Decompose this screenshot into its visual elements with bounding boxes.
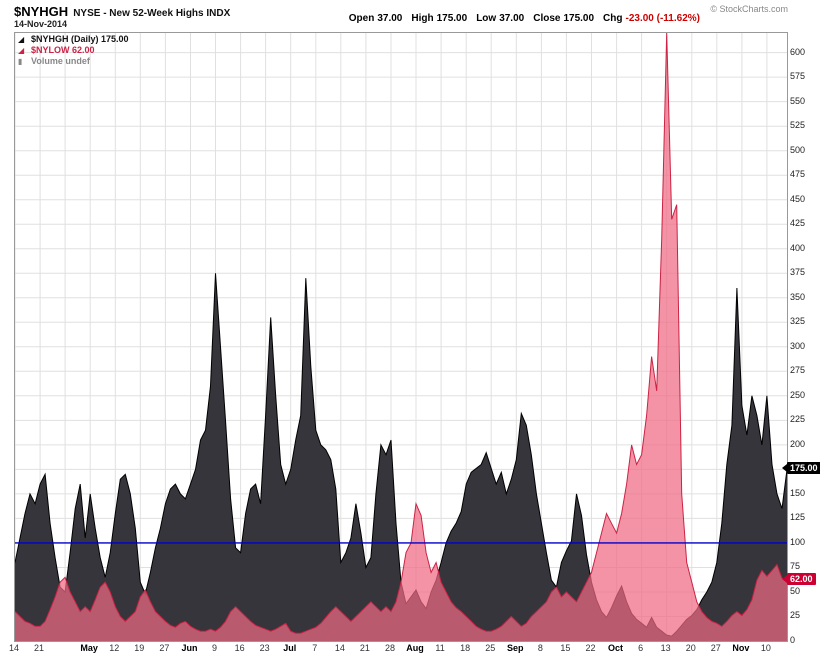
- volume-bars-icon: ▮: [18, 57, 23, 66]
- legend-item: ◢ $NYHGH (Daily) 175.00: [18, 34, 129, 45]
- x-axis-tick-label: 27: [710, 643, 721, 653]
- legend-item: ▮ Volume undef: [18, 56, 129, 67]
- badge-arrow-icon: [782, 575, 787, 584]
- quote-label: Close: [533, 13, 561, 24]
- x-axis-tick-label: 18: [460, 643, 471, 653]
- x-axis-tick-label: 19: [134, 643, 145, 653]
- quote-value: 37.00: [377, 13, 403, 24]
- x-axis-tick-label: 14: [334, 643, 345, 653]
- x-axis-tick-label: 7: [312, 643, 318, 653]
- x-axis-tick-label: Jun: [181, 643, 198, 653]
- last-value-badge: 62.00: [782, 573, 816, 586]
- x-axis-tick-label: 8: [537, 643, 543, 653]
- x-axis-tick-label: 15: [560, 643, 571, 653]
- symbol: $NYHGH: [14, 4, 69, 19]
- header: $NYHGH NYSE - New 52-Week Highs INDX: [14, 3, 230, 21]
- x-axis-tick-label: May: [80, 643, 98, 653]
- legend: ◢ $NYHGH (Daily) 175.00 ◢ $NYLOW 62.00 ▮ Volu…: [18, 34, 129, 67]
- y-axis-tick-label: 0: [790, 635, 796, 645]
- y-axis-tick-label: 275: [790, 365, 806, 376]
- quote-label: High: [411, 13, 434, 24]
- legend-item: ◢ $NYLOW 62.00: [18, 45, 129, 56]
- x-axis-tick-label: 13: [660, 643, 671, 653]
- badge-arrow-icon: [782, 464, 787, 473]
- y-axis-tick-label: 425: [790, 218, 806, 229]
- quote-label: Low: [476, 13, 497, 24]
- quote-value: 175.00: [563, 13, 595, 24]
- x-axis-tick-label: 22: [585, 643, 596, 653]
- x-axis-tick-label: Nov: [732, 643, 750, 653]
- y-axis-tick-label: 325: [790, 316, 806, 327]
- y-axis-tick-label: 225: [790, 414, 806, 425]
- x-axis-tick-label: Aug: [406, 643, 424, 653]
- x-axis-tick-label: 9: [212, 643, 218, 653]
- quote-bar: Open 37.00 High 175.00 Low 37.00 Close 175.00 Ch…: [349, 13, 700, 24]
- quote-value: 37.00: [499, 13, 525, 24]
- x-axis-tick-label: 6: [638, 643, 644, 653]
- y-axis-tick-label: 525: [790, 120, 806, 131]
- x-axis-tick-label: Jul: [283, 643, 297, 653]
- y-axis-tick-label: 150: [790, 487, 806, 498]
- x-axis-tick-label: 25: [485, 643, 496, 653]
- x-axis-tick-label: 23: [259, 643, 270, 653]
- y-axis-tick-label: 350: [790, 291, 806, 302]
- x-axis-tick-label: 14: [8, 643, 19, 653]
- area-chart-icon: ◢: [18, 35, 25, 44]
- y-axis-tick-label: 125: [790, 512, 806, 523]
- copyright: © StockCharts.com: [710, 4, 788, 14]
- y-axis-tick-label: 600: [790, 46, 806, 57]
- x-axis-tick-label: Sep: [507, 643, 524, 653]
- x-axis-tick-label: 20: [685, 643, 696, 653]
- x-axis-tick-label: 21: [34, 643, 45, 653]
- x-axis-tick-label: 11: [435, 643, 445, 653]
- quote-value: -23.00 (-11.62%): [625, 13, 701, 24]
- x-axis-tick-label: 21: [359, 643, 370, 653]
- x-axis-tick-label: 16: [234, 643, 245, 653]
- x-axis-tick-label: 12: [109, 643, 120, 653]
- plot-area[interactable]: ◢ $NYHGH (Daily) 175.00 ◢ $NYLOW 62.00 ▮ Volu…: [14, 32, 788, 642]
- y-axis-tick-label: 75: [790, 561, 801, 572]
- y-axis-tick-label: 450: [790, 193, 806, 204]
- x-axis-tick-label: 27: [159, 643, 170, 653]
- legend-label: $NYLOW 62.00: [31, 45, 95, 55]
- y-axis: 0255075100125150175200225250275300325350…: [790, 32, 820, 645]
- y-axis-tick-label: 200: [790, 438, 806, 449]
- y-axis-tick-label: 500: [790, 144, 806, 155]
- y-axis-tick-label: 575: [790, 71, 806, 82]
- x-axis: 14 21 May 12 19 27 Jun 9 16 23 Jul 7 14 21 28 Aug 11 18 25…: [9, 643, 804, 657]
- y-axis-tick-label: 250: [790, 389, 806, 400]
- y-axis-tick-label: 300: [790, 340, 806, 351]
- quote-label: Chg: [603, 13, 623, 24]
- y-axis-tick-label: 400: [790, 242, 806, 253]
- price-chart: [15, 33, 787, 641]
- legend-label: $NYHGH (Daily) 175.00: [31, 34, 129, 44]
- quote-label: Open: [348, 13, 375, 24]
- symbol-description: NYSE - New 52-Week Highs INDX: [73, 8, 231, 19]
- y-axis-tick-label: 50: [790, 585, 801, 596]
- last-value-badge: 175.00: [782, 462, 820, 475]
- area-chart-icon: ◢: [18, 46, 25, 55]
- y-axis-tick-label: 475: [790, 169, 806, 180]
- quote-value: 175.00: [436, 13, 468, 24]
- y-axis-tick-label: 100: [790, 536, 806, 547]
- y-axis-tick-label: 375: [790, 267, 806, 278]
- chart-date: 14-Nov-2014: [14, 19, 68, 29]
- x-axis-tick-label: 28: [384, 643, 395, 653]
- x-axis-tick-label: 10: [760, 643, 771, 653]
- x-axis-tick-label: Oct: [608, 643, 624, 653]
- y-axis-tick-label: 550: [790, 95, 806, 106]
- legend-label: Volume undef: [31, 56, 90, 66]
- y-axis-tick-label: 25: [790, 610, 801, 621]
